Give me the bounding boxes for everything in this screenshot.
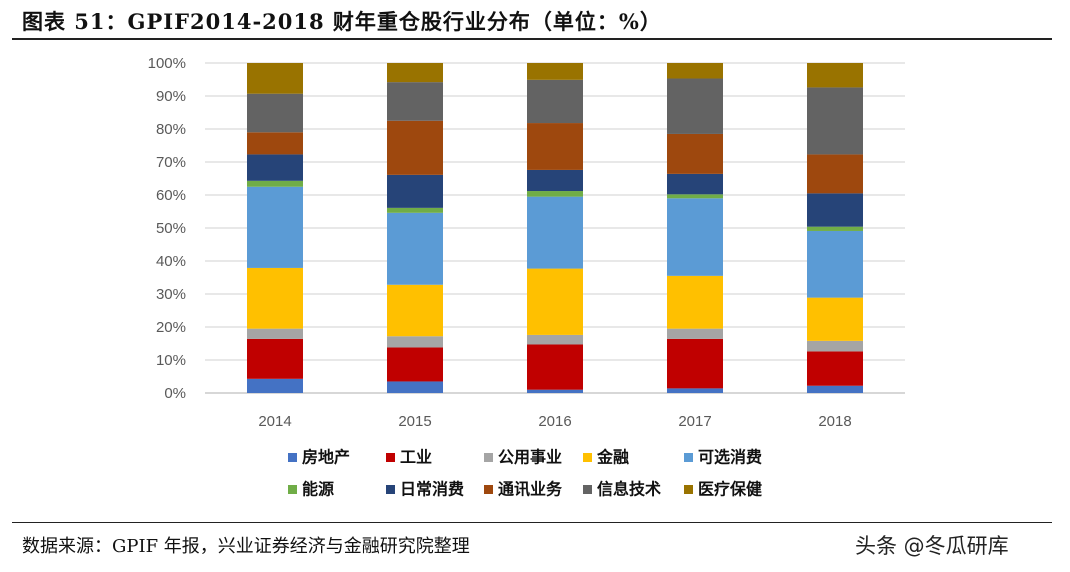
legend-label: 公用事业 xyxy=(498,448,562,467)
bar-segment-2014-7 xyxy=(247,132,303,155)
legend-swatch xyxy=(386,453,395,462)
bar-segment-2015-1 xyxy=(387,347,443,382)
bar-segment-2018-7 xyxy=(807,154,863,194)
bar-segment-2017-3 xyxy=(667,275,723,329)
bar-segment-2016-0 xyxy=(527,389,583,393)
legend-label: 金融 xyxy=(596,448,629,467)
bar-segment-2017-7 xyxy=(667,133,723,174)
bar-segment-2014-4 xyxy=(247,186,303,268)
bar-segment-2016-4 xyxy=(527,196,583,269)
bar-segment-2017-5 xyxy=(667,194,723,199)
watermark: 头条 @冬瓜研库 xyxy=(855,534,1009,558)
bar-segment-2016-8 xyxy=(527,79,583,124)
legend-swatch xyxy=(684,485,693,494)
bar-segment-2018-0 xyxy=(807,385,863,393)
chart-title: 图表 51：GPIF2014-2018 财年重仓股行业分布（单位：%） xyxy=(22,9,662,34)
bar-segment-2014-0 xyxy=(247,378,303,393)
legend-swatch xyxy=(583,453,592,462)
legend-swatch xyxy=(684,453,693,462)
bar-segment-2017-1 xyxy=(667,338,723,389)
bar-segment-2015-2 xyxy=(387,336,443,348)
bar-segment-2017-8 xyxy=(667,78,723,134)
bar-segment-2016-1 xyxy=(527,344,583,390)
bar-segment-2018-8 xyxy=(807,87,863,155)
bar-segment-2015-0 xyxy=(387,381,443,393)
y-tick-label: 100% xyxy=(148,55,186,72)
bar-segment-2014-8 xyxy=(247,93,303,133)
legend-label: 信息技术 xyxy=(597,480,661,499)
y-tick-label: 10% xyxy=(156,352,186,369)
bar-segment-2016-9 xyxy=(527,63,583,80)
legend-swatch xyxy=(484,485,493,494)
y-tick-label: 30% xyxy=(156,286,186,303)
x-tick-label: 2014 xyxy=(258,413,291,430)
y-tick-label: 90% xyxy=(156,88,186,105)
y-tick-label: 80% xyxy=(156,121,186,138)
source-divider xyxy=(12,522,1052,523)
bar-segment-2014-6 xyxy=(247,154,303,181)
bar-segment-2016-7 xyxy=(527,123,583,170)
legend-swatch xyxy=(583,485,592,494)
y-tick-label: 60% xyxy=(156,187,186,204)
bar-segment-2017-0 xyxy=(667,388,723,393)
legend-label: 医疗保健 xyxy=(698,480,762,499)
bar-segment-2017-2 xyxy=(667,328,723,339)
bar-segment-2014-9 xyxy=(247,63,303,94)
bar-segment-2015-3 xyxy=(387,284,443,337)
bar-segment-2018-1 xyxy=(807,351,863,386)
bar-segment-2018-5 xyxy=(807,226,863,231)
title-divider xyxy=(12,38,1052,40)
bar-segment-2015-8 xyxy=(387,82,443,121)
bar-segment-2014-2 xyxy=(247,328,303,339)
bar-segment-2018-4 xyxy=(807,230,863,298)
legend-label: 工业 xyxy=(400,448,432,467)
y-tick-label: 20% xyxy=(156,319,186,336)
x-tick-label: 2017 xyxy=(678,413,711,430)
bar-segment-2016-3 xyxy=(527,268,583,335)
bar-segment-2017-4 xyxy=(667,198,723,276)
bar-segment-2018-3 xyxy=(807,297,863,341)
bar-segment-2014-5 xyxy=(247,180,303,187)
bar-segment-2015-9 xyxy=(387,63,443,83)
source-note: 数据来源：GPIF 年报，兴业证券经济与金融研究院整理 xyxy=(22,536,470,557)
bar-segment-2018-6 xyxy=(807,193,863,227)
x-tick-label: 2018 xyxy=(818,413,851,430)
bar-segment-2018-9 xyxy=(807,63,863,88)
x-tick-label: 2015 xyxy=(398,413,431,430)
x-tick-label: 2016 xyxy=(538,413,571,430)
y-tick-label: 50% xyxy=(156,220,186,237)
bar-segment-2016-5 xyxy=(527,191,583,197)
legend-swatch xyxy=(386,485,395,494)
legend-label: 通讯业务 xyxy=(498,480,563,499)
bar-segment-2017-9 xyxy=(667,63,723,79)
bar-segment-2015-7 xyxy=(387,120,443,175)
bar-segment-2017-6 xyxy=(667,173,723,195)
y-tick-label: 40% xyxy=(156,253,186,270)
legend-label: 可选消费 xyxy=(698,448,762,467)
bar-segment-2016-2 xyxy=(527,334,583,345)
bar-segment-2015-4 xyxy=(387,212,443,285)
legend-swatch xyxy=(288,453,297,462)
bar-segment-2014-3 xyxy=(247,267,303,329)
legend-label: 日常消费 xyxy=(400,480,464,499)
legend-label: 能源 xyxy=(302,480,334,499)
y-tick-label: 70% xyxy=(156,154,186,171)
bar-segment-2015-6 xyxy=(387,174,443,208)
y-tick-label: 0% xyxy=(164,385,186,402)
legend-swatch xyxy=(288,485,297,494)
legend-swatch xyxy=(484,453,493,462)
bar-segment-2014-1 xyxy=(247,338,303,379)
bar-segment-2016-6 xyxy=(527,169,583,192)
bar-segment-2018-2 xyxy=(807,340,863,352)
legend-label: 房地产 xyxy=(302,448,350,467)
bar-segment-2015-5 xyxy=(387,207,443,213)
